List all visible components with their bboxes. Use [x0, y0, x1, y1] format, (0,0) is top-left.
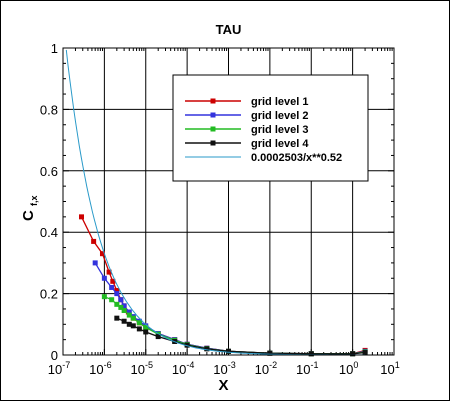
x-tick-label-exponent: -4	[186, 360, 194, 370]
legend-items: grid level 1 grid level 2 grid level 3 grid…	[185, 96, 342, 164]
legend-label: grid level 3	[251, 124, 308, 136]
data-point	[114, 288, 120, 294]
y-tick-label: 0.4	[40, 225, 58, 240]
data-point	[308, 351, 314, 357]
data-point	[136, 320, 142, 326]
x-tick-label-base: 10	[89, 362, 103, 377]
x-tick-label-base: 10	[296, 362, 310, 377]
data-point	[143, 329, 149, 335]
data-point	[130, 323, 136, 329]
y-axis-label: C f,x	[20, 195, 39, 221]
data-point	[130, 315, 136, 321]
x-tick-label-base: 10	[380, 362, 394, 377]
x-tick-label: 100	[339, 360, 358, 377]
data-point	[184, 342, 190, 348]
x-tick-label-base: 10	[213, 362, 227, 377]
x-tick-label-exponent: -2	[269, 360, 277, 370]
legend-label: grid level 4	[251, 138, 309, 150]
y-axis-label-subscript: f,x	[29, 195, 39, 206]
data-point	[110, 278, 116, 284]
x-tick-label: 10-4	[172, 360, 194, 377]
x-tick-labels: 10-7 10-6 10-5 10-4 10-3 10-2 10-1 100 101	[48, 360, 400, 377]
data-point	[114, 315, 120, 321]
data-point	[92, 260, 98, 266]
data-point	[118, 297, 124, 303]
y-tick-label: 0.8	[40, 102, 58, 117]
data-point	[350, 351, 356, 357]
data-point	[226, 348, 231, 354]
data-point	[121, 307, 127, 313]
x-tick-label-base: 10	[255, 362, 269, 377]
x-tick-label: 10-1	[296, 360, 318, 377]
x-tick-label-exponent: -5	[145, 360, 153, 370]
legend-entry: grid level 3	[185, 124, 308, 136]
y-tick-label: 0	[51, 348, 58, 363]
data-point	[362, 350, 368, 356]
x-tick-label-exponent: -6	[104, 360, 112, 370]
legend-label: grid level 2	[251, 110, 308, 122]
x-axis-label: X	[218, 377, 228, 394]
data-point	[155, 334, 161, 340]
data-point	[106, 269, 112, 275]
x-tick-label-exponent: 0	[353, 360, 358, 370]
x-tick-label-base: 10	[48, 362, 62, 377]
data-point	[99, 251, 105, 257]
data-point	[136, 326, 142, 332]
chart-title: TAU	[216, 22, 242, 37]
legend-entry: grid level 2	[185, 110, 308, 122]
data-point	[204, 346, 210, 352]
y-tick-labels: 0 0.2 0.4 0.6 0.8 1	[40, 41, 58, 363]
legend-entry: grid level 4	[185, 138, 309, 150]
x-tick-label-exponent: -1	[310, 360, 318, 370]
data-point	[79, 214, 85, 220]
data-point	[126, 312, 132, 318]
legend-entry: 0.0002503/x**0.52	[185, 152, 342, 164]
plot-border	[62, 47, 395, 356]
data-point	[126, 309, 132, 315]
data-point	[143, 324, 149, 330]
data-point	[101, 275, 107, 281]
data-point	[118, 304, 124, 310]
legend-swatch-marker	[210, 98, 216, 104]
x-tick-label-exponent: 1	[395, 360, 400, 370]
y-axis-label-main: C	[20, 210, 37, 221]
data-point	[121, 318, 127, 324]
y-tick-label: 0.6	[40, 164, 58, 179]
x-tick-label-base: 10	[339, 362, 353, 377]
legend-label: grid level 1	[251, 96, 308, 108]
x-tick-label: 10-5	[131, 360, 153, 377]
data-point	[109, 297, 115, 303]
legend: grid level 1 grid level 2 grid level 3 grid…	[172, 74, 369, 182]
data-point	[91, 238, 97, 244]
legend-label: 0.0002503/x**0.52	[251, 152, 342, 164]
legend-box	[172, 74, 369, 182]
data-point	[121, 303, 127, 309]
x-tick-label-base: 10	[172, 362, 186, 377]
x-tick-label: 10-6	[89, 360, 111, 377]
legend-swatch-marker	[210, 112, 216, 118]
legend-entry: grid level 1	[185, 96, 308, 108]
data-point	[126, 321, 132, 327]
data-point	[101, 294, 107, 300]
x-tick-label: 101	[380, 360, 399, 377]
x-tick-label-exponent: -3	[228, 360, 236, 370]
data-point	[109, 284, 115, 290]
x-tick-label-base: 10	[131, 362, 145, 377]
data-point	[267, 350, 273, 356]
x-tick-label: 10-3	[213, 360, 235, 377]
legend-swatch-marker	[210, 140, 216, 146]
data-point	[114, 301, 120, 307]
x-tick-label: 10-2	[255, 360, 277, 377]
data-point	[114, 291, 120, 297]
x-tick-label-exponent: -7	[62, 360, 70, 370]
y-tick-label: 0.2	[40, 287, 58, 302]
legend-swatch-marker	[210, 126, 216, 132]
y-tick-label: 1	[51, 41, 58, 56]
x-tick-label: 10-7	[48, 360, 70, 377]
